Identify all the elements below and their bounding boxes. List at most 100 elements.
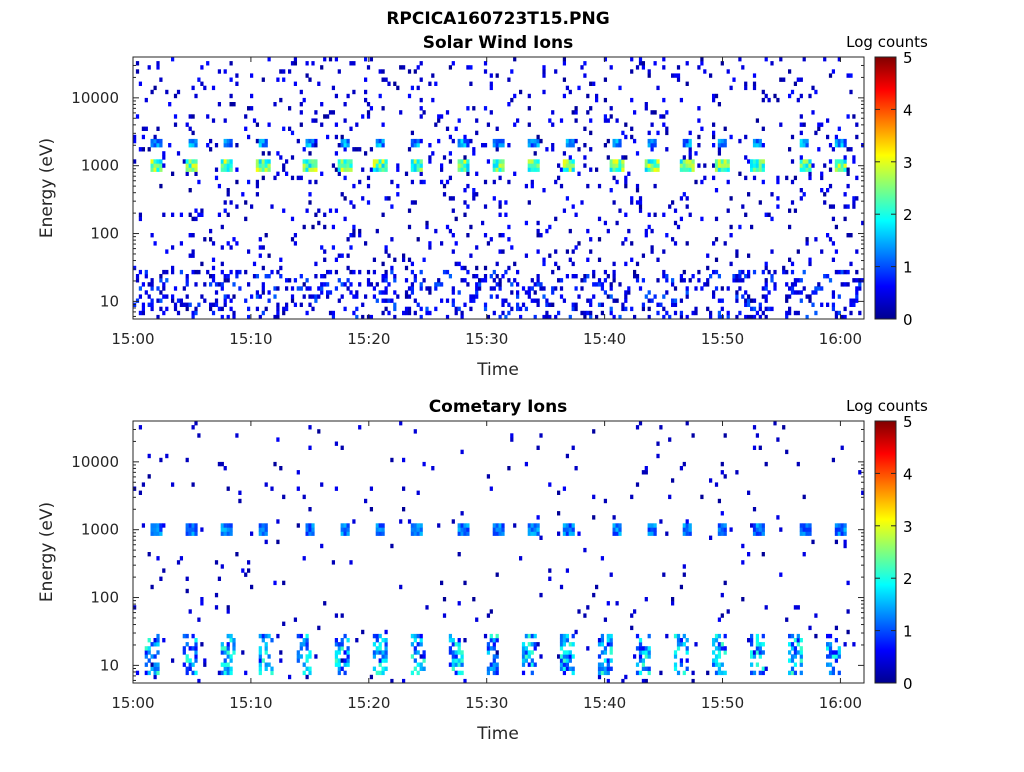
spectrogram-cell	[852, 196, 856, 201]
spectrogram-cell	[799, 77, 803, 82]
spectrogram-cell	[571, 143, 575, 148]
spectrogram-cell	[182, 633, 186, 639]
spectrogram-cell	[463, 265, 467, 271]
spectrogram-cell	[416, 527, 420, 532]
spectrogram-cell	[840, 167, 844, 172]
spectrogram-cell	[416, 85, 420, 91]
spectrogram-cell	[624, 212, 628, 217]
spectrogram-cell	[171, 269, 175, 275]
spectrogram-cell	[852, 278, 856, 283]
spectrogram-cell	[419, 638, 423, 643]
spectrogram-cell	[583, 163, 587, 168]
spectrogram-cell	[366, 110, 371, 115]
spectrogram-cell	[761, 143, 765, 148]
spectrogram-cell	[507, 302, 511, 307]
spectrogram-cell	[153, 531, 157, 536]
spectrogram-cell	[428, 241, 432, 246]
spectrogram-cell	[305, 61, 309, 66]
spectrogram-cell	[843, 527, 847, 532]
spectrogram-cell	[641, 302, 646, 307]
spectrogram-cell	[717, 527, 722, 532]
spectrogram-cell	[817, 286, 821, 291]
spectrogram-cell	[469, 294, 473, 299]
spectrogram-cell	[182, 650, 186, 655]
spectrogram-cell	[258, 294, 262, 299]
spectrogram-cell	[790, 654, 795, 659]
spectrogram-cell	[714, 482, 719, 487]
spectrogram-cell	[153, 654, 157, 659]
spectrogram-cell	[720, 143, 724, 148]
spectrogram-cell	[457, 118, 461, 123]
spectrogram-cell	[138, 269, 143, 275]
spectrogram-cell	[375, 163, 379, 168]
spectrogram-cell	[782, 269, 786, 275]
spectrogram-cell	[197, 179, 201, 185]
spectrogram-cell	[279, 69, 283, 74]
spectrogram-cell	[662, 269, 666, 275]
spectrogram-cell	[372, 167, 377, 172]
spectrogram-cell	[194, 646, 198, 651]
spectrogram-cell	[638, 638, 643, 643]
spectrogram-cell	[311, 306, 315, 312]
spectrogram-cell	[305, 527, 309, 532]
spectrogram-cell	[755, 433, 760, 438]
spectrogram-cell	[343, 102, 347, 107]
spectrogram-cell	[410, 282, 415, 287]
spectrogram-cell	[755, 310, 760, 316]
spectrogram-cell	[378, 650, 382, 655]
spectrogram-cell	[226, 654, 230, 659]
spectrogram-cell	[276, 306, 280, 312]
spectrogram-cell	[478, 278, 482, 283]
spectrogram-cell	[475, 192, 479, 197]
spectrogram-cell	[211, 274, 216, 279]
spectrogram-cell	[203, 662, 207, 667]
spectrogram-cell	[793, 290, 798, 295]
spectrogram-cell	[448, 650, 453, 655]
spectrogram-cell	[805, 167, 809, 172]
spectrogram-cell	[793, 81, 798, 86]
spectrogram-cell	[267, 163, 271, 168]
spectrogram-cell	[720, 523, 724, 528]
spectrogram-cell	[536, 274, 540, 279]
spectrogram-cell	[799, 298, 803, 303]
spectrogram-cell	[750, 298, 754, 303]
spectrogram-cell	[486, 122, 491, 127]
spectrogram-cell	[735, 298, 739, 303]
spectrogram-cell	[612, 200, 616, 205]
spectrogram-cell	[323, 274, 327, 279]
spectrogram-cell	[612, 515, 616, 520]
spectrogram-cell	[419, 167, 423, 172]
spectrogram-cell	[770, 274, 774, 279]
spectrogram-cell	[229, 167, 233, 172]
spectrogram-cell	[223, 531, 227, 536]
spectrogram-cell	[612, 138, 616, 144]
spectrogram-cell	[276, 286, 280, 291]
spectrogram-cell	[717, 310, 722, 316]
spectrogram-cell	[723, 474, 727, 479]
spectrogram-cell	[758, 642, 762, 647]
spectrogram-cell	[396, 192, 400, 197]
colorbar-tick-label: 1	[903, 623, 913, 641]
spectrogram-cell	[320, 122, 324, 127]
spectrogram-cell	[755, 646, 760, 651]
spectrogram-cell	[755, 662, 760, 667]
spectrogram-cell	[612, 531, 616, 536]
spectrogram-cell	[492, 159, 496, 164]
spectrogram-cell	[223, 138, 227, 144]
spectrogram-cell	[577, 531, 581, 536]
spectrogram-cell	[647, 531, 651, 536]
spectrogram-cell	[358, 269, 362, 275]
spectrogram-cell	[709, 314, 713, 319]
spectrogram-cell	[726, 167, 730, 172]
spectrogram-cell	[673, 73, 678, 78]
spectrogram-cell	[413, 274, 417, 279]
spectrogram-cell	[627, 290, 631, 295]
spectrogram-cell	[197, 77, 201, 82]
spectrogram-cell	[384, 274, 388, 279]
spectrogram-cell	[194, 171, 198, 176]
spectrogram-cell	[317, 625, 321, 631]
spectrogram-cell	[603, 666, 608, 671]
spectrogram-cell	[191, 531, 195, 536]
spectrogram-cell	[211, 302, 216, 307]
spectrogram-cell	[235, 81, 239, 86]
